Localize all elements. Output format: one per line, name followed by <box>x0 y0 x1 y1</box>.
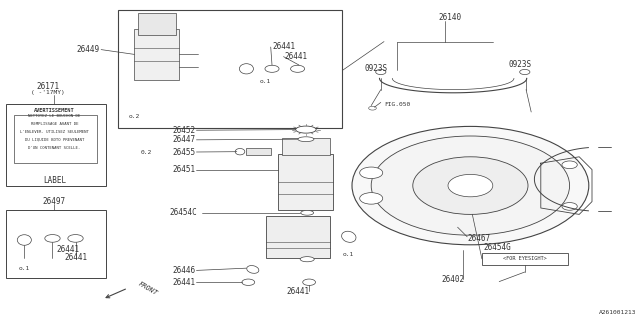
Text: 26452: 26452 <box>173 126 196 135</box>
Circle shape <box>360 193 383 204</box>
Text: 26402: 26402 <box>442 276 465 284</box>
Text: FRONT: FRONT <box>138 281 159 297</box>
Text: 26455: 26455 <box>173 148 196 156</box>
Bar <box>266 216 330 258</box>
Text: 0923S: 0923S <box>365 64 388 73</box>
Text: o.1: o.1 <box>19 266 30 271</box>
Text: 26446: 26446 <box>173 266 196 275</box>
Ellipse shape <box>236 148 245 155</box>
Circle shape <box>376 69 386 75</box>
Text: 26140: 26140 <box>438 13 461 22</box>
Text: 26171: 26171 <box>36 82 60 91</box>
Circle shape <box>265 65 279 72</box>
Circle shape <box>291 65 305 72</box>
Text: 26441: 26441 <box>286 287 309 296</box>
Text: o.1: o.1 <box>260 79 271 84</box>
Text: AVERTISSEMENT: AVERTISSEMENT <box>34 108 75 113</box>
Bar <box>278 154 333 210</box>
Bar <box>6 210 106 278</box>
Circle shape <box>68 235 83 242</box>
Text: <FOR EYESIGHT>: <FOR EYESIGHT> <box>503 256 547 261</box>
Text: o.1: o.1 <box>342 252 354 257</box>
Text: 26451: 26451 <box>173 165 196 174</box>
Ellipse shape <box>300 257 314 262</box>
Text: 26441: 26441 <box>56 245 79 254</box>
Text: FIG.050: FIG.050 <box>384 101 410 107</box>
Ellipse shape <box>247 266 259 273</box>
Bar <box>246 148 271 155</box>
Circle shape <box>242 279 255 285</box>
Bar <box>118 10 342 128</box>
Circle shape <box>360 167 383 179</box>
Circle shape <box>448 174 493 197</box>
Ellipse shape <box>239 64 253 74</box>
Text: 26441: 26441 <box>285 52 308 60</box>
Text: A261001213: A261001213 <box>599 309 637 315</box>
Text: 26467: 26467 <box>467 234 490 243</box>
Circle shape <box>562 161 577 169</box>
Circle shape <box>371 136 570 235</box>
Circle shape <box>413 157 528 214</box>
Circle shape <box>520 69 530 75</box>
Text: 26441: 26441 <box>272 42 295 51</box>
Bar <box>134 29 179 80</box>
Text: o.2: o.2 <box>129 114 140 119</box>
Text: 26449: 26449 <box>76 45 99 54</box>
Text: REMPLISSAGE AVANT DE: REMPLISSAGE AVANT DE <box>31 122 78 126</box>
Circle shape <box>369 106 376 110</box>
Text: NETTOYEZ LE BOUCHON DE: NETTOYEZ LE BOUCHON DE <box>28 114 81 118</box>
Text: 0.2: 0.2 <box>141 149 152 155</box>
Bar <box>482 253 568 265</box>
Text: 26441: 26441 <box>173 278 196 287</box>
Text: 26497: 26497 <box>43 197 66 206</box>
Circle shape <box>303 279 316 285</box>
Bar <box>6 104 106 186</box>
Text: 26447: 26447 <box>173 135 196 144</box>
Bar <box>14 115 97 163</box>
Ellipse shape <box>298 137 314 142</box>
Text: D'UN CONTENANT SCELLE.: D'UN CONTENANT SCELLE. <box>28 146 81 150</box>
Ellipse shape <box>301 211 314 215</box>
Ellipse shape <box>296 126 316 133</box>
Bar <box>282 138 330 155</box>
Ellipse shape <box>342 231 356 242</box>
Circle shape <box>45 235 60 242</box>
Text: 26454G: 26454G <box>483 244 511 252</box>
Text: DU LIQUIDE BOTO PREVENANT: DU LIQUIDE BOTO PREVENANT <box>25 138 84 142</box>
Text: 26454C: 26454C <box>170 208 197 217</box>
Text: 26441: 26441 <box>64 253 87 262</box>
Bar <box>138 13 176 35</box>
Circle shape <box>562 203 577 210</box>
Ellipse shape <box>17 235 31 245</box>
Text: 0923S: 0923S <box>509 60 532 68</box>
Text: LABEL: LABEL <box>43 176 66 185</box>
Text: L'ENLEVER. UTILISEZ SEULEMENT: L'ENLEVER. UTILISEZ SEULEMENT <box>20 130 89 134</box>
Circle shape <box>352 126 589 245</box>
Text: ( -'17MY): ( -'17MY) <box>31 90 65 95</box>
